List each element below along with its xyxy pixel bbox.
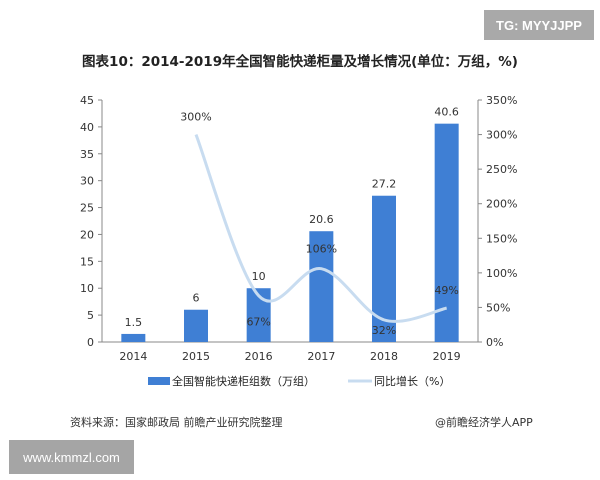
y2-tick-label: 350% <box>486 94 517 107</box>
y-tick-label: 35 <box>80 148 94 161</box>
y2-tick-label: 200% <box>486 198 517 211</box>
bar <box>121 333 146 342</box>
credit: @前瞻经济学人APP <box>435 416 533 429</box>
line-label: 32% <box>372 324 396 337</box>
y2-tick-label: 300% <box>486 129 517 142</box>
watermark-tg: TG: MYYJJPP <box>484 10 594 40</box>
x-tick-label: 2017 <box>307 350 335 363</box>
growth-line <box>194 134 448 323</box>
chart: 0 5 10 15 20 25 30 35 40 45 0% 50% 100% 150% 200% 250% 3… <box>80 94 517 388</box>
y2-tick-label: 50% <box>486 301 510 314</box>
y-tick-label: 40 <box>80 121 94 134</box>
line-label: 67% <box>246 316 270 329</box>
y-tick-label: 10 <box>80 282 94 295</box>
y-tick-label: 25 <box>80 202 94 215</box>
y2-tick-label: 150% <box>486 232 517 245</box>
x-tick-label: 2016 <box>245 350 273 363</box>
x-tick-label: 2019 <box>433 350 461 363</box>
bar-label: 10 <box>252 270 266 283</box>
x-tick-label: 2015 <box>182 350 210 363</box>
bar-label: 6 <box>193 292 200 305</box>
bar <box>184 309 208 342</box>
chart-title: 图表10：2014-2019年全国智能快递柜量及增长情况(单位：万组，%) <box>82 54 518 70</box>
x-tick-label: 2018 <box>370 350 398 363</box>
source-note: 资料来源：国家邮政局 前瞻产业研究院整理 <box>70 416 283 429</box>
y2-tick-label: 0% <box>486 336 503 349</box>
legend-line-label: 同比增长（%） <box>374 374 450 388</box>
y-tick-label: 5 <box>87 309 94 322</box>
x-tick-label: 2014 <box>119 350 147 363</box>
y2-tick-label: 100% <box>486 267 517 280</box>
line-label: 49% <box>434 284 458 297</box>
legend-bar-label: 全国智能快递柜组数（万组） <box>172 374 315 388</box>
line-label: 106% <box>306 243 337 256</box>
bar-label: 20.6 <box>309 213 334 226</box>
y-tick-label: 15 <box>80 255 94 268</box>
bar <box>434 123 459 342</box>
line-label: 300% <box>180 111 211 124</box>
bar-label: 1.5 <box>125 316 143 329</box>
y-tick-label: 0 <box>87 336 94 349</box>
watermark-site: www.kmmzl.com <box>9 440 134 474</box>
y-tick-label: 30 <box>80 175 94 188</box>
legend-bar-swatch <box>148 377 170 385</box>
y2-tick-label: 250% <box>486 163 517 176</box>
y-tick-label: 45 <box>80 94 94 107</box>
bar-label: 27.2 <box>372 178 397 191</box>
y-tick-label: 20 <box>80 228 94 241</box>
bar <box>309 231 334 342</box>
bar-label: 40.6 <box>434 106 459 119</box>
